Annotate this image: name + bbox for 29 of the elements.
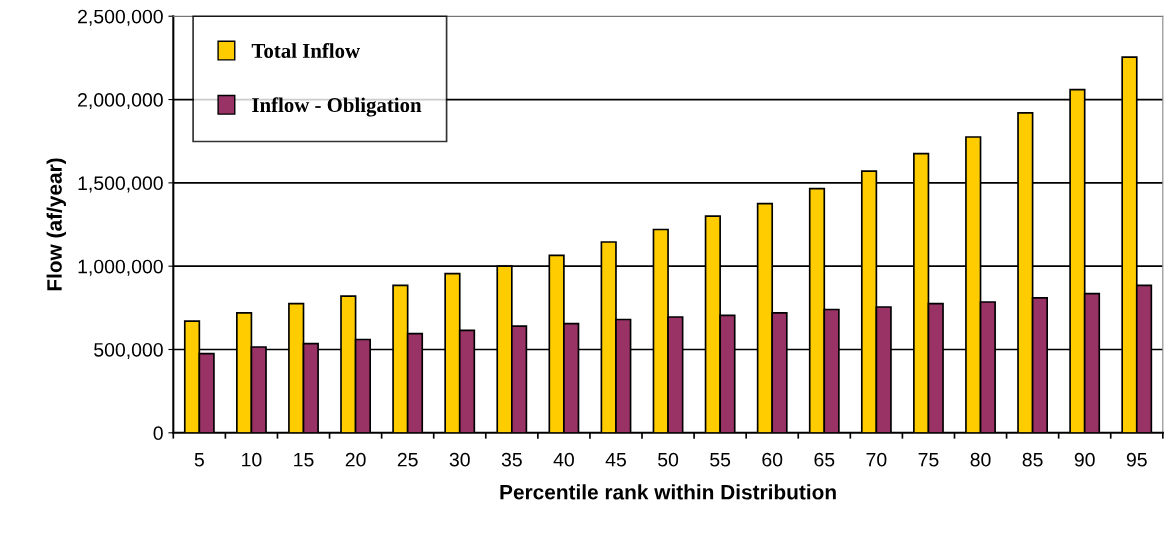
x-axis-title: Percentile rank within Distribution <box>500 484 836 500</box>
y-tick-label: 2,500,000 <box>78 9 163 26</box>
y-tick-label: 1,500,000 <box>78 176 163 193</box>
x-tick-label: 45 <box>605 452 626 467</box>
x-tick-label: 25 <box>397 452 418 467</box>
legend-label: Total Inflow <box>251 43 360 58</box>
x-tick-label: 85 <box>1022 452 1043 467</box>
x-tick-label: 75 <box>918 452 939 467</box>
y-tick-label: 2,000,000 <box>78 93 163 110</box>
x-tick-label: 95 <box>1126 452 1147 467</box>
x-tick-label: 50 <box>658 452 679 467</box>
x-tick-label: 65 <box>814 452 835 467</box>
x-tick-label: 15 <box>294 452 314 467</box>
x-tick-label: 35 <box>501 452 522 467</box>
x-tick-label: 5 <box>194 452 204 467</box>
x-tick-label: 20 <box>345 452 366 467</box>
y-tick-label: 1,000,000 <box>78 259 163 276</box>
y-tick-label: 0 <box>153 426 163 441</box>
legend-label: Inflow - Obligation <box>252 97 422 117</box>
y-axis-title: Flow (af/year) <box>46 158 66 291</box>
x-tick-label: 60 <box>762 452 783 467</box>
x-tick-label: 70 <box>866 452 887 467</box>
x-tick-label: 55 <box>710 452 731 467</box>
y-tick-label: 500,000 <box>94 342 163 360</box>
x-tick-label: 40 <box>553 452 574 467</box>
x-tick-label: 10 <box>242 452 262 467</box>
x-tick-label: 30 <box>449 452 470 467</box>
x-tick-label: 80 <box>970 452 991 467</box>
x-tick-label: 90 <box>1074 452 1095 467</box>
